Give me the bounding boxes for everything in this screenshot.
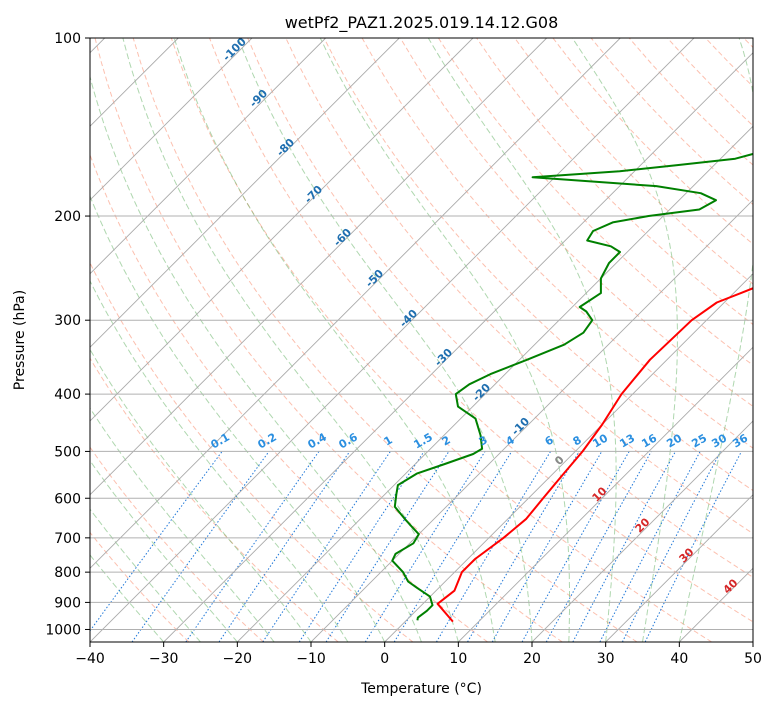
dry-adiabat-line <box>90 153 488 642</box>
x-tick-label: 20 <box>523 651 541 667</box>
isotherm-line <box>605 494 753 642</box>
x-tick-label: 10 <box>449 651 467 667</box>
moist-adiabat-line <box>173 38 496 642</box>
moist-adiabat-line <box>427 38 617 642</box>
mixing-ratio-line <box>435 451 552 642</box>
mixing-ratio-line <box>599 451 701 642</box>
dry-adiabat-line <box>132 38 638 642</box>
isotherm-line <box>310 199 753 642</box>
moist-adiabat-line <box>90 508 201 642</box>
dry-adiabat-line <box>90 446 264 642</box>
grid <box>90 38 753 642</box>
chart-title: wetPf2_PAZ1.2025.019.14.12.G08 <box>285 13 559 33</box>
dry-adiabat-line <box>247 38 753 578</box>
mixing-ratio-line <box>644 451 742 642</box>
isotherm-line <box>90 38 400 348</box>
isotherm-line <box>90 38 621 569</box>
mixing-ratio-line <box>521 451 630 642</box>
y-tick-label: 700 <box>54 531 81 547</box>
x-axis-ticks: −40 −30 −20 −10 0 10 20 30 40 50 <box>75 642 762 667</box>
moist-adiabat-line <box>90 348 312 642</box>
moist-adiabat-line <box>319 38 570 642</box>
isotherm-line <box>90 38 695 642</box>
moist-adiabat-line <box>90 407 275 642</box>
isotherm-line <box>90 38 253 201</box>
y-axis-label: Pressure (hPa) <box>12 290 28 390</box>
dry-adiabat-line <box>94 38 563 642</box>
x-tick-label: 0 <box>380 651 389 667</box>
mixing-ratio-line <box>131 451 270 642</box>
y-tick-label: 900 <box>54 595 81 611</box>
moist-adiabat-line <box>90 459 238 642</box>
isotherm-line <box>90 38 548 496</box>
x-tick-label: −40 <box>75 651 105 667</box>
dry-adiabat-line <box>90 357 339 642</box>
moist-adiabat-line <box>571 38 678 642</box>
y-tick-label: 100 <box>54 31 81 47</box>
isotherm-line <box>384 273 753 642</box>
isotherm-line <box>457 346 753 642</box>
x-tick-label: 30 <box>597 651 615 667</box>
mixing-ratio-line <box>393 451 513 642</box>
mixing-ratio-line <box>325 451 450 642</box>
y-axis-ticks: 100 200 300 400 500 600 700 800 900 1000 <box>45 31 90 638</box>
mixing-ratio-line <box>262 451 391 642</box>
dry-adiabat-line <box>209 38 753 623</box>
x-tick-label: −10 <box>296 651 326 667</box>
dry-adiabat-line <box>170 38 712 642</box>
x-tick-label: 50 <box>744 651 762 667</box>
data-lines <box>391 152 753 623</box>
y-tick-label: 500 <box>54 444 81 460</box>
moist-adiabat-line <box>122 38 459 642</box>
mixing-ratio-line <box>545 451 652 642</box>
x-tick-label: 40 <box>670 651 688 667</box>
y-tick-label: 200 <box>54 209 81 225</box>
mixing-ratio-line <box>185 451 320 642</box>
plot-frame <box>89 37 754 643</box>
dewpoint-line <box>391 152 753 621</box>
y-tick-label: 300 <box>54 313 81 329</box>
mixing-ratio-line <box>621 451 722 642</box>
isotherm-line <box>531 420 753 642</box>
moist-adiabat-line <box>90 74 422 642</box>
isotherm-line <box>90 38 474 422</box>
plot-area <box>90 38 753 642</box>
x-axis-label: Temperature (°C) <box>360 681 482 697</box>
x-tick-label: −20 <box>223 651 253 667</box>
dry-adiabat-line <box>323 38 753 492</box>
mixing-ratio-line <box>218 451 351 642</box>
moist-adiabat-line <box>90 554 165 642</box>
y-tick-label: 800 <box>54 565 81 581</box>
isotherm-line <box>163 52 753 642</box>
isotherm-line <box>236 125 753 642</box>
x-tick-label: −30 <box>149 651 179 667</box>
mixing-ratio-line <box>364 451 486 642</box>
moist-adiabat-line <box>90 194 386 642</box>
y-tick-label: 1000 <box>45 622 81 638</box>
temperature-line <box>436 287 753 623</box>
isotherm-line <box>90 38 327 275</box>
mixing-ratio-line <box>572 451 676 642</box>
dry-adiabat-line <box>514 38 753 285</box>
y-tick-label: 400 <box>54 387 81 403</box>
moist-adiabat-line <box>237 38 533 642</box>
mixing-ratio-line <box>90 451 223 632</box>
moist-adiabat-line <box>678 38 753 642</box>
dry-adiabat-line <box>437 38 753 366</box>
y-tick-label: 600 <box>54 491 81 507</box>
dry-adiabat-line <box>90 531 190 642</box>
